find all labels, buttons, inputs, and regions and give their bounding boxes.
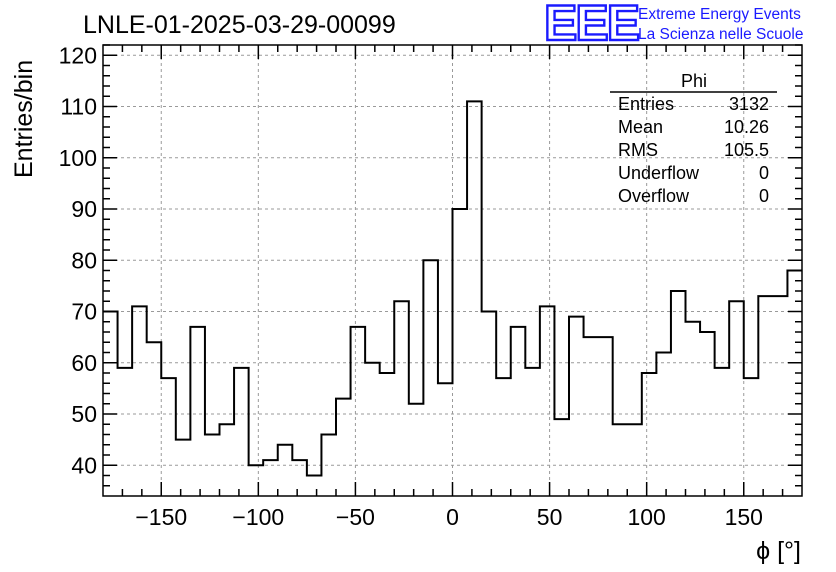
- y-axis-ticks: 40 50 60 70 80 90 100 110 120: [59, 42, 802, 487]
- y-tick-label: 110: [60, 94, 97, 120]
- eee-logo-line1: Extreme Energy Events: [638, 6, 801, 23]
- histogram-series: [103, 100, 802, 477]
- stats-value: 0: [759, 186, 769, 206]
- y-tick-label: 60: [71, 350, 97, 376]
- stats-label: Mean: [618, 117, 663, 137]
- stats-label: Entries: [618, 94, 674, 114]
- y-tick-label: 80: [71, 247, 97, 273]
- x-tick-label: 100: [627, 504, 665, 530]
- stats-value: 10.26: [724, 117, 769, 137]
- y-tick-label: 40: [71, 452, 97, 478]
- stats-label: Underflow: [618, 163, 700, 183]
- eee-logo-letters: EEE: [544, 0, 639, 51]
- stats-label: Overflow: [618, 186, 690, 206]
- stats-value: 105.5: [724, 140, 769, 160]
- x-axis-ticks: −150 −100 −50 0 50 100 150: [121, 45, 784, 530]
- x-tick-label: −50: [336, 504, 375, 530]
- y-tick-label: 100: [59, 145, 97, 171]
- y-tick-label: 70: [71, 299, 97, 325]
- stats-value: 3132: [729, 94, 769, 114]
- stats-title: Phi: [681, 71, 707, 91]
- x-tick-label: 0: [446, 504, 459, 530]
- eee-logo-line2: La Scienza nelle Scuole: [638, 26, 803, 43]
- x-tick-label: −100: [232, 504, 284, 530]
- eee-logo: EEE Extreme Energy Events La Scienza nel…: [543, 0, 804, 52]
- stats-box: Phi Entries 3132 Mean 10.26 RMS 105.5 Underflo…: [610, 71, 777, 206]
- stats-rows: Entries 3132 Mean 10.26 RMS 105.5 Underflow 0 Ov…: [618, 94, 769, 206]
- stats-value: 0: [759, 163, 769, 183]
- y-tick-label: 120: [59, 42, 97, 68]
- x-tick-label: 150: [725, 504, 763, 530]
- stats-label: RMS: [618, 140, 658, 160]
- x-axis-title: ϕ [°]: [756, 537, 801, 565]
- y-tick-label: 90: [71, 196, 97, 222]
- x-tick-label: −150: [135, 504, 187, 530]
- x-tick-label: 50: [537, 504, 563, 530]
- y-axis-title: Entries/bin: [10, 60, 38, 178]
- chart-title: LNLE-01-2025-03-29-00099: [83, 11, 396, 39]
- y-tick-label: 50: [71, 401, 97, 427]
